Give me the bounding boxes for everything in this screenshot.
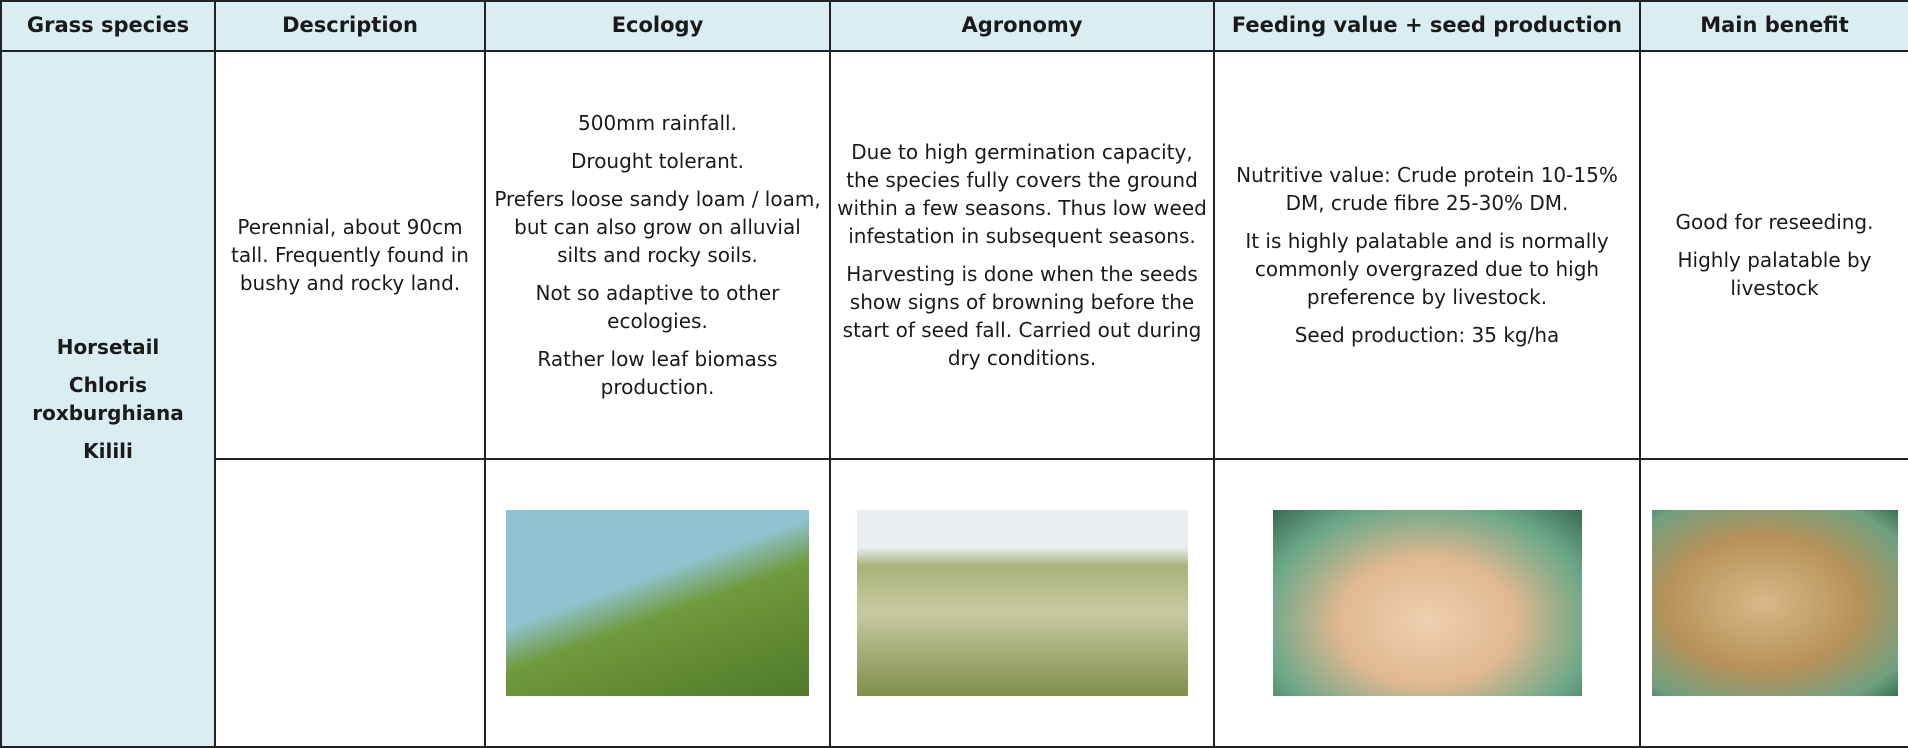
cell <box>1639 458 1908 748</box>
text-row: Horsetail Chloris roxburghiana Kilili Pe… <box>0 50 1908 748</box>
cell: 500mm rainfall. Drought tolerant. Prefers … <box>484 50 831 460</box>
header: Description <box>214 0 486 52</box>
cell <box>829 458 1215 748</box>
photo <box>506 510 809 696</box>
cell-text: 500mm rainfall. <box>578 111 737 135</box>
cell-text: Not so adaptive to other ecologies. <box>535 281 780 333</box>
cell <box>1213 458 1641 748</box>
photo <box>856 510 1188 696</box>
cell-text: Highly palatable by livestock <box>1677 248 1872 300</box>
cell-text: Nutritive value: Crude protein 10-15% DM… <box>1236 163 1618 215</box>
species-name: Kilili <box>83 439 133 463</box>
image-row <box>1 458 1908 748</box>
species-name: Horsetail <box>56 335 160 359</box>
cell: Good for reseeding. Highly palatable by l… <box>1639 50 1908 460</box>
cell-text: Drought tolerant. <box>571 149 744 173</box>
cell: Due to high germination capacity, the sp… <box>829 50 1215 460</box>
species-cell: Horsetail Chloris roxburghiana Kilili <box>0 50 216 748</box>
species-name: Chloris roxburghiana <box>32 373 184 425</box>
cell-text: Harvesting is done when the seeds show s… <box>842 262 1202 370</box>
cell-text: Seed production: 35 kg/ha <box>1294 323 1560 347</box>
header: Feeding value + seed production <box>1213 0 1641 52</box>
cell-text: Prefers loose sandy loam / loam, but can… <box>494 187 821 267</box>
photo <box>1651 510 1898 696</box>
cell-text: Perennial, about 90cm tall. Frequently f… <box>231 215 469 295</box>
header-row: Grass species Description Ecology Agrono… <box>0 0 1908 52</box>
cell-text: It is highly palatable and is normally c… <box>1245 229 1609 309</box>
cell-text: Good for reseeding. <box>1675 210 1874 234</box>
header: Grass species <box>0 0 216 52</box>
photo <box>1272 510 1582 696</box>
cell-text: Due to high germination capacity, the sp… <box>837 140 1207 248</box>
header: Agronomy <box>829 0 1215 52</box>
cell-text: Rather low leaf biomass production. <box>537 347 778 399</box>
cell <box>484 458 831 748</box>
header: Ecology <box>484 0 831 52</box>
cell: Nutritive value: Crude protein 10-15% DM… <box>1213 50 1641 460</box>
cell <box>214 458 486 748</box>
cell: Perennial, about 90cm tall. Frequently f… <box>214 50 486 460</box>
header: Main benefit <box>1639 0 1908 52</box>
